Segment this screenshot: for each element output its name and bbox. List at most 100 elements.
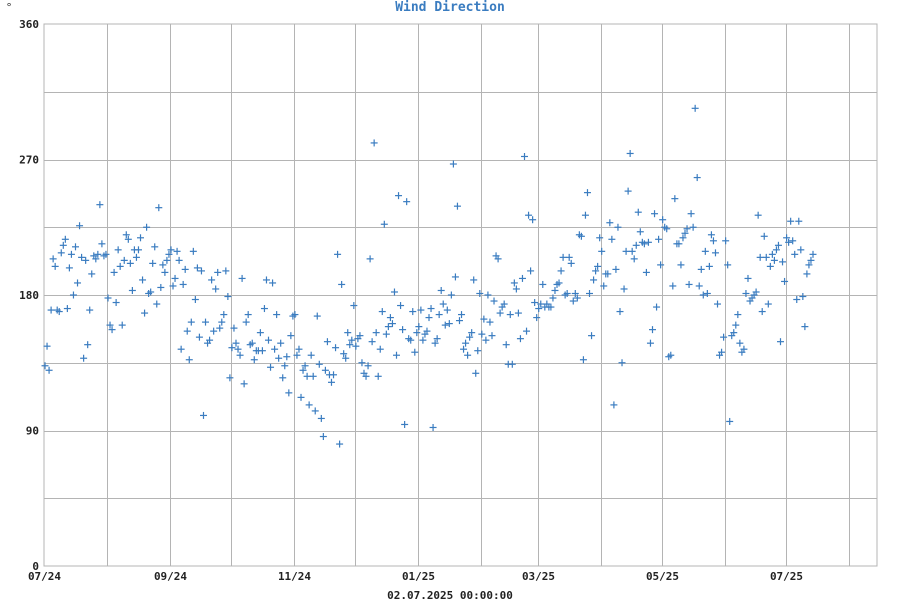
data-point [506,311,514,319]
data-point [342,354,350,362]
data-point [236,351,244,359]
data-point [378,308,386,316]
data-point [470,276,478,284]
data-point [112,299,120,307]
data-point [132,253,140,261]
data-point [281,362,289,370]
data-point [795,217,803,225]
data-point [260,305,268,313]
data-point [139,276,147,284]
data-point [230,324,238,332]
data-point [736,339,744,347]
data-point [220,311,228,319]
x-tick-label: 03/25 [522,570,555,583]
data-point [628,247,636,255]
data-point [293,351,301,359]
data-point [51,262,59,270]
data-point [305,401,313,409]
data-point [693,174,701,182]
data-point [143,223,151,231]
data-point [208,276,216,284]
data-point [466,333,474,341]
data-point [169,282,177,290]
data-point [195,333,203,341]
data-point [181,265,189,273]
data-point [374,372,382,380]
data-point [785,238,793,246]
data-point [689,223,697,231]
data-point [63,305,71,313]
data-point [212,285,220,293]
data-point [691,104,699,112]
data-point [202,318,210,326]
data-point [224,293,232,301]
data-point [94,250,102,258]
data-point [779,258,787,266]
data-point [571,289,579,297]
data-point [630,255,638,263]
data-point [74,279,82,287]
data-point [604,270,612,278]
data-point [646,339,654,347]
data-point [267,363,275,371]
data-point [539,280,547,288]
data-point [199,411,207,419]
data-point [372,329,380,337]
data-point [350,302,358,310]
data-point [685,280,693,288]
data-point [494,255,502,263]
data-point [297,393,305,401]
data-point [307,351,315,359]
data-point [754,211,762,219]
data-point [596,234,604,242]
data-point [417,306,425,314]
data-point [742,289,750,297]
data-point [683,225,691,233]
data-point [240,380,248,388]
data-point [437,286,445,294]
data-point [88,270,96,278]
data-point [346,341,354,349]
data-point [65,264,73,272]
data-point [189,247,197,255]
data-point [648,326,656,334]
data-point [120,256,128,264]
data-point [598,247,606,255]
data-point [651,210,659,218]
data-point [620,285,628,293]
data-point [734,311,742,319]
data-point [128,286,136,294]
data-point [518,274,526,282]
data-point [141,309,149,317]
data-point [161,268,169,276]
data-point [262,276,270,284]
data-point [464,351,472,359]
data-point [762,253,770,261]
data-point [451,273,459,281]
x-tick-label: 01/25 [402,570,435,583]
data-point [803,270,811,278]
data-point [234,345,242,353]
data-point [563,289,571,297]
data-point [624,187,632,195]
data-point [388,320,396,328]
data-point [275,354,283,362]
data-point [496,309,504,317]
data-point [433,335,441,343]
data-point [711,249,719,257]
data-point [634,208,642,216]
data-point [364,362,372,370]
data-point [214,268,222,276]
data-point [653,303,661,311]
data-point [486,318,494,326]
data-point [370,139,378,147]
x-axis-tick-labels: 07/24 09/24 11/24 01/25 03/25 05/25 07/25 [28,570,803,583]
data-point [179,280,187,288]
data-point [537,300,545,308]
data-point [330,371,338,379]
data-point [523,327,531,335]
data-point [439,300,447,308]
data-point [675,240,683,248]
wind-direction-series [41,104,817,448]
data-point [551,286,559,294]
